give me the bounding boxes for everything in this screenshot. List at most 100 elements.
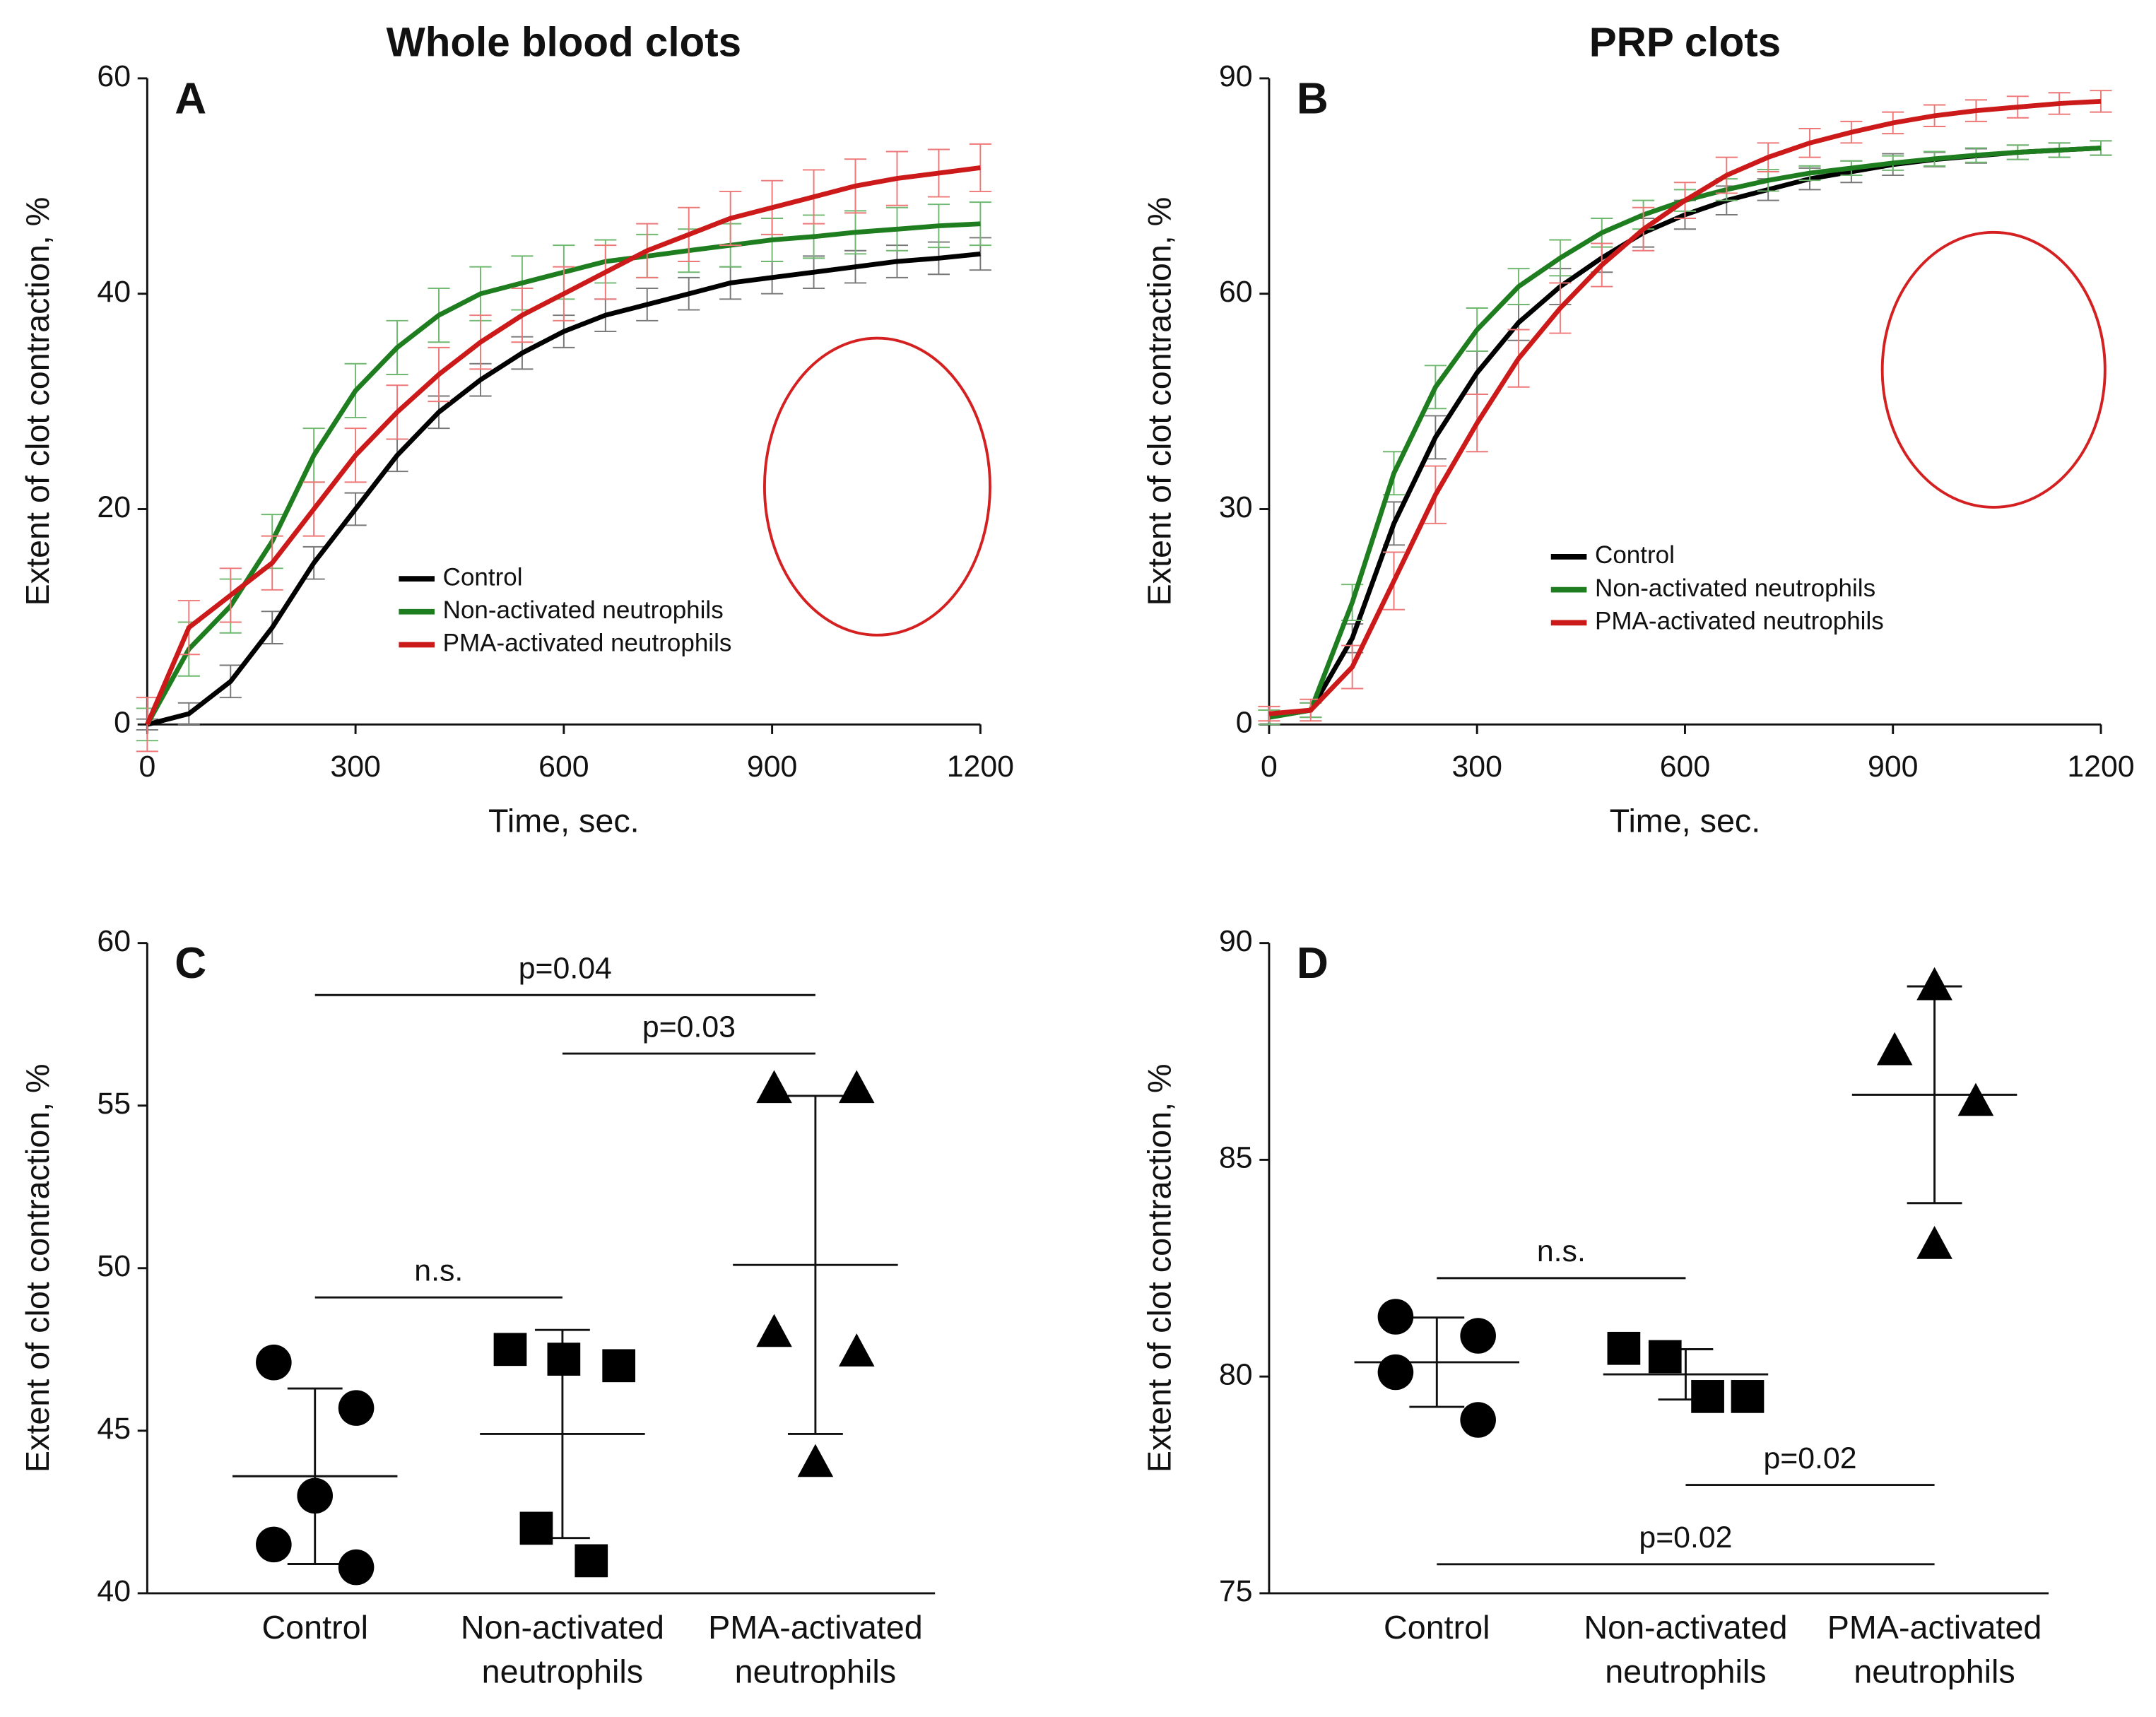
data-point — [256, 1526, 292, 1563]
sd-bar — [787, 1094, 843, 1435]
data-point — [493, 1333, 527, 1367]
legend-label: Control — [443, 563, 523, 591]
legend-label: PMA-activated neutrophils — [1595, 608, 1884, 635]
x-tick-label: 0 — [139, 750, 155, 784]
x-tick-label-box: PMA-activated neutrophils — [708, 1610, 923, 1692]
comparison-label: p=0.02 — [1763, 1441, 1856, 1475]
data-point — [1460, 1402, 1496, 1438]
data-point — [1957, 1082, 1994, 1116]
data-point — [575, 1544, 608, 1578]
chart-title: Whole blood clots — [387, 20, 741, 66]
data-point — [297, 1477, 334, 1514]
series-line — [146, 251, 981, 727]
x-tick-label: Non-activated neutrophils — [1584, 1610, 1788, 1692]
y-axis-label: Extent of clot contraction, % — [19, 197, 56, 606]
panel-label: C — [175, 939, 206, 988]
data-point — [1377, 1299, 1414, 1335]
data-point — [756, 1070, 792, 1104]
x-tick-label: 300 — [330, 750, 380, 784]
x-tick-label: PMA-activated neutrophils — [708, 1610, 923, 1692]
x-tick-label: Non-activated neutrophils — [460, 1610, 664, 1692]
y-axis-label: Extent of clot contraction, % — [1141, 1063, 1178, 1473]
y-axis-label: Extent of clot contraction, % — [1141, 197, 1178, 606]
series-line — [1268, 98, 2102, 716]
data-point — [1731, 1380, 1765, 1413]
x-tick-label: 300 — [1451, 750, 1502, 784]
y-axis-label: Extent of clot contraction, % — [19, 1063, 56, 1473]
sd-bar — [287, 1387, 343, 1565]
data-point — [338, 1549, 375, 1586]
x-tick-label: Control — [1384, 1610, 1490, 1647]
x-tick-label-box: PMA-activated neutrophils — [1827, 1610, 2042, 1692]
comparison-label: p=0.03 — [642, 1010, 736, 1044]
data-point — [1648, 1340, 1682, 1374]
series-line — [145, 165, 981, 726]
y-tick-label: 60 — [97, 924, 131, 958]
y-tick-label: 55 — [97, 1087, 131, 1121]
error-bar — [969, 201, 991, 247]
y-tick-label: 60 — [97, 59, 131, 93]
data-point — [756, 1314, 792, 1347]
panel-label: B — [1297, 74, 1329, 123]
data-point — [1691, 1380, 1724, 1413]
x-tick-label: 1200 — [2067, 750, 2134, 784]
y-tick-label: 30 — [1219, 490, 1253, 524]
data-point — [838, 1333, 875, 1367]
comparison-label: n.s. — [1537, 1234, 1586, 1268]
data-point — [256, 1344, 292, 1381]
x-tick-label: 900 — [1868, 750, 1918, 784]
y-tick-label: 40 — [97, 1574, 131, 1608]
x-tick-label: Control — [261, 1610, 368, 1647]
data-point — [1607, 1331, 1641, 1365]
data-point — [1916, 1226, 1952, 1259]
y-tick-label: 20 — [97, 490, 131, 524]
panel-label: A — [175, 74, 206, 123]
data-point — [338, 1390, 375, 1426]
y-tick-label: 0 — [1236, 706, 1253, 740]
data-point — [1460, 1318, 1496, 1354]
x-tick-label: 1200 — [947, 750, 1014, 784]
panel-label: D — [1297, 939, 1329, 988]
data-point — [547, 1343, 581, 1376]
x-tick-label-box: Control — [261, 1610, 368, 1647]
legend-label: Non-activated neutrophils — [443, 596, 724, 624]
legend-label: Non-activated neutrophils — [1595, 574, 1875, 602]
legend-label: Control — [1595, 541, 1675, 569]
x-tick-label: 600 — [1660, 750, 1710, 784]
sd-bar — [1409, 1316, 1465, 1408]
data-point — [797, 1444, 834, 1477]
x-tick-label: 600 — [538, 750, 589, 784]
error-bar — [2090, 140, 2112, 156]
y-tick-label: 90 — [1219, 59, 1253, 93]
data-point — [1916, 967, 1952, 1001]
y-tick-label: 90 — [1219, 924, 1253, 958]
x-tick-label: PMA-activated neutrophils — [1827, 1610, 2042, 1692]
y-tick-label: 0 — [114, 706, 131, 740]
x-axis-label: Time, sec. — [488, 803, 640, 839]
y-tick-label: 40 — [97, 275, 131, 309]
comparison-label: p=0.04 — [519, 952, 612, 986]
y-tick-label: 50 — [97, 1249, 131, 1283]
x-axis-label: Time, sec. — [1610, 803, 1761, 839]
zoom-inset — [762, 336, 991, 637]
data-point — [1876, 1032, 1913, 1066]
comparison-label: n.s. — [414, 1253, 463, 1287]
data-point — [519, 1511, 553, 1545]
chart-title: PRP clots — [1589, 20, 1781, 66]
comparison-label: p=0.02 — [1639, 1521, 1732, 1554]
y-tick-label: 80 — [1219, 1357, 1253, 1391]
y-tick-label: 75 — [1219, 1574, 1253, 1608]
y-tick-label: 45 — [97, 1412, 131, 1446]
zoom-inset — [1880, 230, 2107, 509]
data-point — [1377, 1354, 1414, 1391]
x-tick-label: 0 — [1261, 750, 1278, 784]
y-tick-label: 60 — [1219, 275, 1253, 309]
y-tick-label: 85 — [1219, 1141, 1253, 1175]
data-point — [838, 1070, 875, 1104]
legend-label: PMA-activated neutrophils — [443, 630, 732, 657]
x-tick-label-box: Non-activated neutrophils — [460, 1610, 664, 1692]
x-tick-label-box: Control — [1384, 1610, 1490, 1647]
x-tick-label-box: Non-activated neutrophils — [1584, 1610, 1788, 1692]
